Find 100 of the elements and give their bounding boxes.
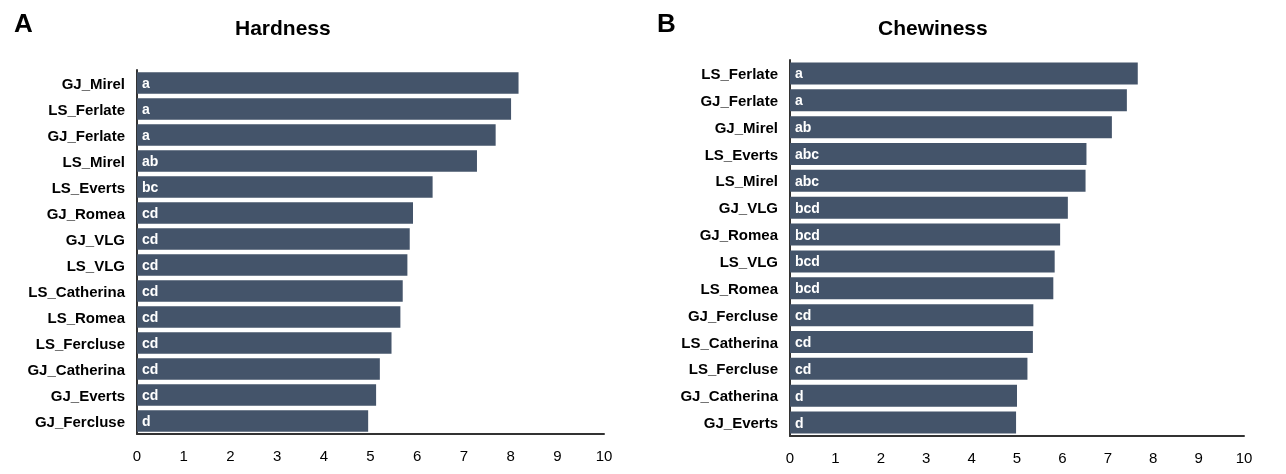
bar [137,332,392,354]
y-tick-label: GJ_VLG [65,230,125,248]
bar [790,62,1138,85]
y-tick-label: LS_Everts [51,178,125,196]
bar [790,89,1127,112]
bar [137,358,380,380]
data-label: bcd [795,280,820,297]
bar [790,411,1017,434]
bar [137,176,433,198]
bar [790,384,1017,407]
y-tick-label: GJ_Romea [46,204,126,222]
x-tick-label: 8 [1149,449,1158,466]
bar [790,196,1068,219]
bar [137,228,410,250]
bar [137,410,369,432]
data-label: cd [142,257,159,273]
data-label: cd [795,334,812,350]
data-label: abc [795,172,820,189]
y-tick-label: GJ_Romea [699,226,779,244]
data-label: cd [795,307,812,324]
y-tick-label: GJ_VLG [718,199,778,217]
data-label: cd [142,283,159,299]
y-tick-label: GJ_Fercluse [34,412,125,430]
data-label: bc [142,179,159,195]
data-label: d [795,387,804,404]
x-tick-label: 2 [876,449,885,466]
bar [790,169,1086,192]
x-tick-label: 1 [179,447,188,464]
data-label: cd [142,309,159,325]
y-tick-label: LS_Ferlate [48,100,125,118]
x-tick-label: 0 [785,449,795,466]
y-tick-label: LS_Romea [700,279,779,297]
y-tick-label: LS_Catherina [681,333,779,351]
x-tick-label: 0 [132,447,142,464]
x-tick-label: 1 [831,449,840,466]
x-tick-label: 4 [319,447,328,464]
data-label: a [142,75,150,91]
chart-title: Hardness [235,16,331,39]
text: A [14,8,33,38]
y-tick-label: LS_Mirel [715,172,778,190]
y-tick-label: GJ_Ferlate [700,91,778,109]
data-label: cd [142,205,159,221]
x-tick-label: 10 [1235,449,1253,466]
y-tick-label: GJ_Fercluse [687,306,778,324]
data-label: abc [795,146,820,162]
y-tick-label: GJ_Mirel [61,74,125,92]
y-tick-label: LS_Ferlate [701,64,778,82]
data-label: a [795,65,803,82]
bar [137,280,403,302]
data-label: a [142,127,150,143]
bar [790,330,1033,354]
y-tick-label: GJ_Catherina [680,387,779,405]
data-label: bcd [795,199,820,216]
y-tick-label: GJ_Mirel [714,118,778,136]
x-tick-label: 3 [922,449,931,466]
bar [137,202,413,224]
text: B [657,8,676,38]
bar [790,277,1054,300]
x-tick-label: 6 [1058,449,1067,466]
x-tick-label: 7 [459,447,469,464]
bar [790,116,1112,139]
data-label: cd [142,335,159,351]
x-tick-label: 9 [1194,449,1203,466]
x-tick-label: 2 [226,447,235,464]
x-tick-label: 6 [413,447,422,464]
bar [790,250,1055,273]
x-tick-label: 9 [553,447,562,464]
bar [790,357,1028,380]
data-label: cd [142,387,159,403]
bar [790,142,1087,166]
y-tick-label: LS_Everts [704,145,778,163]
data-label: cd [795,360,812,377]
x-tick-label: 10 [595,447,613,464]
y-tick-label: GJ_Everts [50,386,125,404]
data-label: bcd [795,226,820,243]
x-tick-label: 3 [272,447,282,464]
data-label: d [795,414,804,431]
x-tick-label: 7 [1103,449,1112,466]
x-tick-label: 5 [1012,449,1022,466]
data-label: cd [142,361,159,377]
bar [137,124,496,146]
data-label: ab [795,119,812,136]
bar [137,384,377,406]
bar [137,98,512,120]
data-label: cd [142,231,159,247]
bar [137,306,401,328]
data-label: a [795,92,803,109]
data-label: ab [142,153,159,169]
y-tick-label: LS_VLG [66,256,125,274]
y-tick-label: GJ_Catherina [27,360,126,378]
data-label: a [142,101,150,117]
bar [137,150,477,172]
x-tick-label: 4 [967,449,976,466]
bar [790,223,1061,246]
y-tick-label: GJ_Everts [703,414,778,432]
data-label: bcd [795,253,820,270]
bar [137,254,408,276]
bar [790,304,1034,327]
y-tick-label: LS_Catherina [28,282,126,300]
x-tick-label: 5 [366,447,375,464]
